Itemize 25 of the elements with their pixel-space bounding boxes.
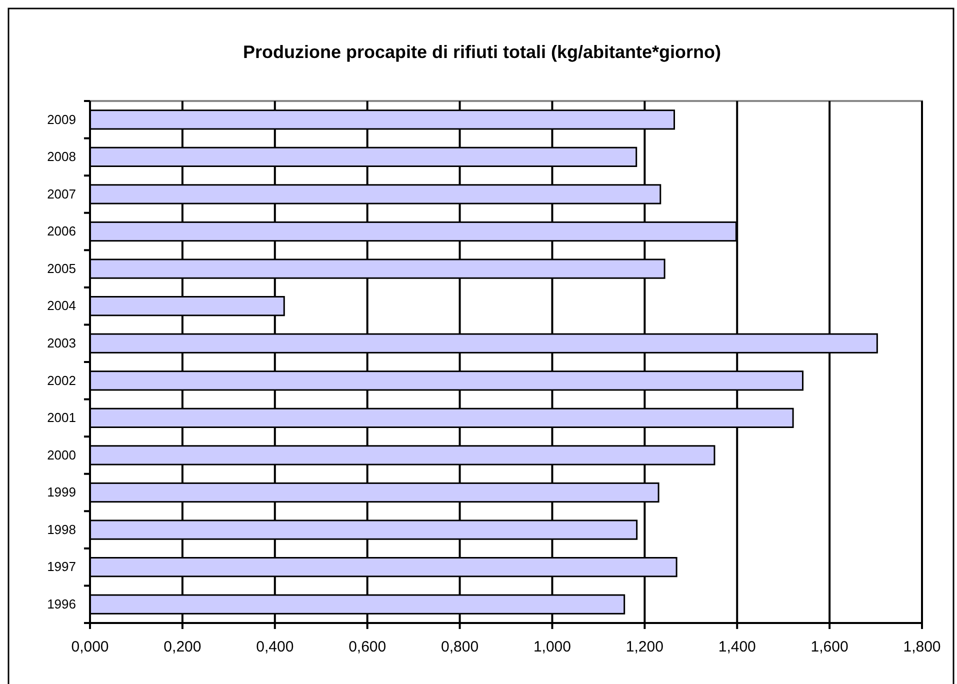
y-tick-label: 2004 [47,298,76,314]
y-tick-label: 2003 [47,336,76,351]
y-tick-label: 2009 [47,112,76,127]
x-tick-label: 1,400 [718,638,756,656]
y-tick-label: 2006 [47,224,76,239]
x-tick-label: 0,200 [164,638,202,656]
x-tick-label: 0,400 [256,638,294,656]
x-tick-label: 1,800 [903,638,941,656]
x-tick-label: 1,600 [810,638,848,656]
x-tick-label: 0,600 [348,638,386,656]
y-tick-label: 2002 [47,372,76,388]
y-tick-label: 1999 [47,484,76,500]
chart-title: Produzione procapite di rifiuti totali (kg/abitante*giorno) [242,42,722,62]
y-tick-label: 2000 [47,447,76,462]
y-tick-label: 1996 [47,596,76,612]
x-tick-label: 0,000 [71,638,109,656]
x-tick-label: 1,000 [533,638,571,656]
x-tick-label: 1,200 [626,638,664,656]
y-tick-label: 2007 [47,186,76,202]
y-tick-label: 1997 [47,559,76,574]
y-tick-label: 2001 [47,410,76,426]
x-tick-label: 0,800 [441,638,479,656]
y-tick-label: 1998 [47,522,76,537]
y-tick-label: 2005 [47,260,76,276]
y-tick-label: 2008 [47,149,76,164]
